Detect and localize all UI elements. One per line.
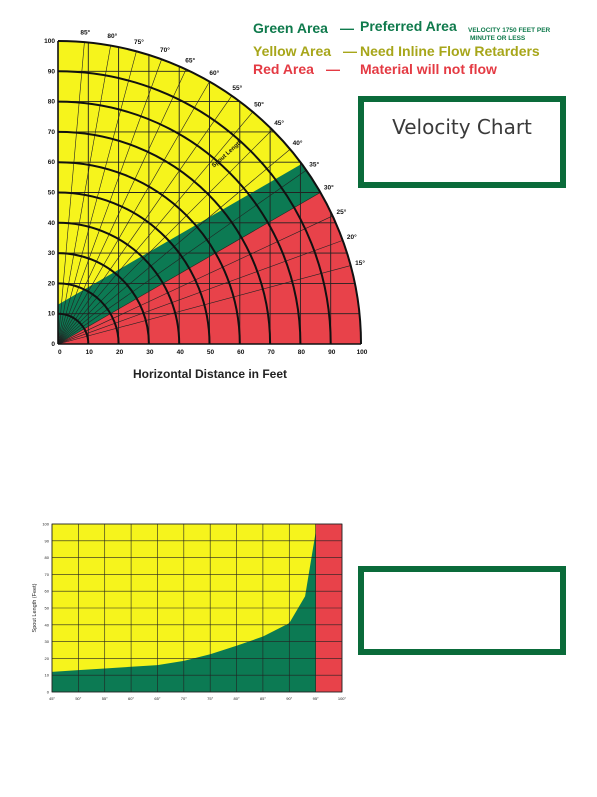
x-tick-label: 90 — [328, 349, 336, 356]
quarter-circle-chart: 0 10 20 30 40 50 60 70 80 90 100 0 10 20 30 40 50 60 70 80 9… — [44, 28, 368, 356]
chart2-frame — [51, 523, 343, 693]
y-tick-label: 0 — [51, 341, 55, 348]
spout-length-arc — [57, 130, 272, 345]
x-tick-label: 50 — [207, 349, 215, 356]
chart2-x-tick-label: 45° — [49, 696, 55, 701]
angle-label: 75° — [134, 38, 144, 46]
chart2-x-tick-label: 50° — [75, 696, 81, 701]
chart2-y-tick-label: 100 — [42, 522, 49, 527]
angle-label: 85° — [80, 28, 90, 36]
chart2-x-tick-label: 85° — [260, 696, 266, 701]
angle-label: 70° — [160, 46, 170, 54]
x-tick-label: 0 — [58, 349, 62, 356]
legend-yellow-text: Need Inline Flow Retarders — [360, 43, 540, 59]
x-tick-label: 70 — [267, 349, 275, 356]
angle-label: 50° — [254, 100, 264, 108]
y-tick-label: 80 — [48, 99, 56, 106]
spout-length-arc — [57, 221, 181, 345]
spout-length-arc — [57, 282, 120, 345]
y-tick-label: 20 — [48, 280, 56, 287]
y-tick-label: 100 — [44, 38, 55, 45]
chart2-y-tick-label: 0 — [47, 690, 50, 695]
spout-length-arc — [57, 161, 241, 345]
angle-label: 35° — [309, 161, 319, 169]
angle-label: 20° — [347, 233, 357, 241]
chart2-y-tick-label: 40 — [45, 622, 50, 627]
y-tick-label: 90 — [48, 68, 56, 75]
chart2-x-tick-label: 55° — [102, 696, 108, 701]
x-tick-label: 10 — [86, 349, 94, 356]
legend-yellow-label: Yellow Area — [253, 43, 331, 59]
spout-length-chart: 45° 50° 55° 60° 65° 70° 75° 80° 85° 90° 95° 100° 0 10… — [32, 522, 347, 702]
legend-green-label: Green Area — [253, 20, 328, 36]
legend-yellow-dash: — — [343, 43, 357, 59]
spout-length-arc — [57, 40, 362, 345]
chart2-green-region — [52, 532, 316, 692]
chart2-y-tick-label: 30 — [45, 639, 50, 644]
x-tick-label: 40 — [177, 349, 185, 356]
angle-label: 55° — [232, 84, 242, 92]
chart2-y-axis-title: Spout Length (Feet) — [32, 583, 38, 632]
legend-red-text: Material will not flow — [360, 61, 497, 77]
spout-length-arc — [57, 70, 332, 345]
chart2-x-tick-label: 65° — [154, 696, 160, 701]
angle-label: 45° — [274, 119, 284, 127]
angle-label: 40° — [293, 139, 303, 147]
legend-green-note-1: VELOCITY 1750 FEET PER — [468, 27, 551, 34]
chart2-y-tick-label: 50 — [45, 606, 50, 611]
legend-green-text: Preferred Area — [360, 18, 457, 34]
chart2-y-tick-label: 70 — [45, 572, 50, 577]
chart2-x-tick-label: 95° — [313, 696, 319, 701]
spout-length-arc — [57, 312, 90, 345]
angle-label: 15° — [355, 259, 365, 267]
chart2-x-tick-label: 75° — [207, 696, 213, 701]
y-tick-label: 40 — [48, 220, 56, 227]
y-tick-label: 50 — [48, 190, 56, 197]
legend-red-label: Red Area — [253, 61, 314, 77]
x-tick-label: 80 — [298, 349, 306, 356]
legend-green-dash: — — [340, 20, 354, 36]
angle-label: 30° — [324, 184, 334, 192]
empty-info-box — [358, 566, 566, 655]
y-tick-label: 10 — [48, 311, 56, 318]
angle-label: 80° — [107, 32, 117, 40]
y-tick-label: 70 — [48, 129, 56, 136]
y-tick-label: 60 — [48, 159, 56, 166]
chart2-x-tick-label: 80° — [234, 696, 240, 701]
velocity-chart-box: Velocity Chart — [358, 96, 566, 188]
spout-length-arc — [57, 100, 302, 345]
y-tick-label: 30 — [48, 250, 56, 257]
angle-label: 25° — [336, 208, 346, 216]
velocity-chart-title: Velocity Chart — [392, 115, 532, 139]
legend-red-dash: — — [326, 61, 340, 77]
angle-label: 65° — [185, 57, 195, 65]
chart2-x-tick-label: 60° — [128, 696, 134, 701]
x-tick-label: 30 — [146, 349, 154, 356]
x-tick-label: 100 — [357, 349, 368, 356]
x-tick-label: 20 — [116, 349, 124, 356]
chart2-y-tick-label: 20 — [45, 656, 50, 661]
legend: Green Area — Preferred Area VELOCITY 175… — [253, 18, 551, 77]
chart2-y-tick-label: 90 — [45, 538, 50, 543]
chart2-y-tick-label: 60 — [45, 589, 50, 594]
chart2-y-tick-label: 10 — [45, 673, 50, 678]
chart2-x-tick-label: 100° — [338, 696, 347, 701]
x-tick-label: 60 — [237, 349, 245, 356]
spout-length-arc — [57, 191, 211, 345]
legend-green-note-2: MINUTE OR LESS — [470, 35, 526, 42]
chart2-x-tick-label: 70° — [181, 696, 187, 701]
chart1-x-axis-title: Horizontal Distance in Feet — [133, 367, 287, 381]
spout-length-arc — [57, 252, 150, 345]
angle-label: 60° — [209, 69, 219, 77]
chart2-x-tick-label: 90° — [286, 696, 292, 701]
chart2-y-tick-label: 80 — [45, 555, 50, 560]
